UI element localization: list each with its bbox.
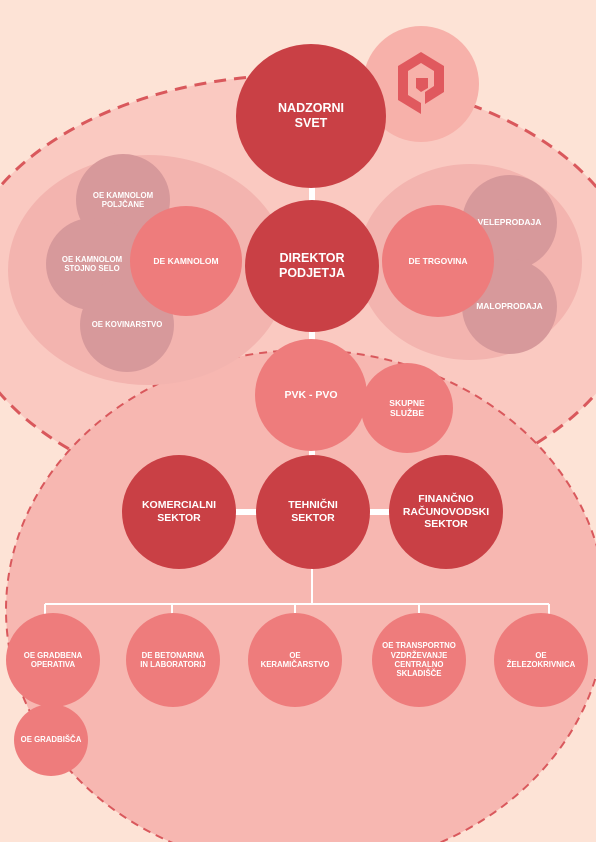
quarry-unit-node[interactable]: DE KAMNOLOM <box>130 206 242 316</box>
unit-rebar-bending[interactable]: OE ŽELEZOKRIVNICA <box>494 613 588 707</box>
commercial-sector-node[interactable]: KOMERCIALNI SEKTOR <box>122 455 236 569</box>
director-node[interactable]: DIREKTOR PODJETJA <box>245 200 379 332</box>
common-services-node[interactable]: SKUPNE SLUŽBE <box>361 363 453 453</box>
financial-sector-node[interactable]: FINANČNO RAČUNOVODSKI SEKTOR <box>389 455 503 569</box>
pvk-pvo-node[interactable]: PVK - PVO <box>255 339 367 451</box>
unit-construction-sites[interactable]: OE GRADBIŠČA <box>14 704 88 776</box>
trade-unit-node[interactable]: DE TRGOVINA <box>382 205 494 317</box>
technical-sector-node[interactable]: TEHNIČNI SEKTOR <box>256 455 370 569</box>
unit-construction-operations[interactable]: OE GRADBENA OPERATIVA <box>6 613 100 707</box>
tree-connectors <box>44 566 550 614</box>
company-logo-icon <box>398 52 444 114</box>
supervisory-board-node[interactable]: NADZORNI SVET <box>236 44 386 188</box>
unit-transport-maintenance-warehouse[interactable]: OE TRANSPORTNO VZDRŽEVANJE CENTRALNO SKL… <box>372 613 466 707</box>
unit-ceramics[interactable]: OE KERAMIČARSTVO <box>248 613 342 707</box>
unit-concrete-lab[interactable]: DE BETONARNA IN LABORATORIJ <box>126 613 220 707</box>
